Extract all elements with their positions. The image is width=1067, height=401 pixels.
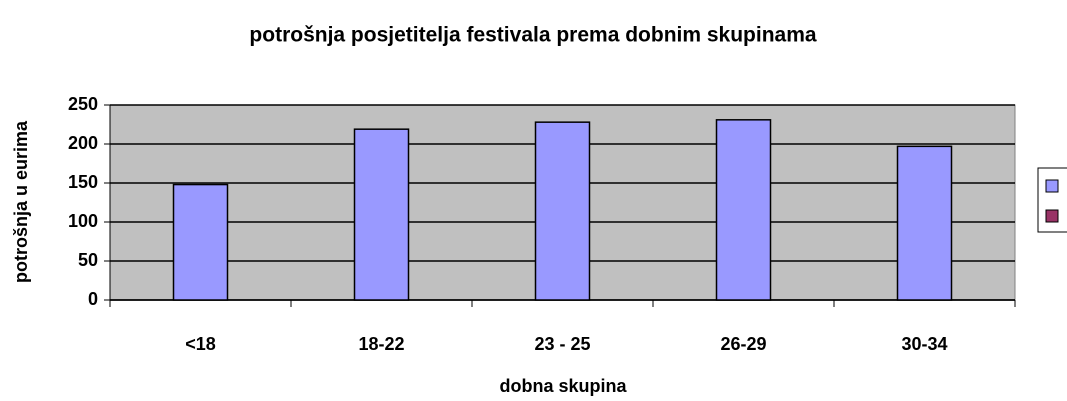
x-tick-label: 18-22: [358, 334, 404, 354]
x-tick-label: 26-29: [720, 334, 766, 354]
x-tick-label: 30-34: [901, 334, 947, 354]
y-tick-label: 100: [68, 211, 98, 231]
y-axis-label: potrošnja u eurima: [11, 120, 31, 283]
y-tick-label: 50: [78, 250, 98, 270]
y-tick-label: 200: [68, 133, 98, 153]
x-axis-label: dobna skupina: [499, 376, 627, 396]
x-tick-label: 23 - 25: [534, 334, 590, 354]
bar: [896, 145, 953, 301]
bar: [715, 119, 772, 301]
bar: [353, 128, 410, 301]
legend-swatch: [1045, 179, 1059, 193]
bar: [172, 183, 229, 301]
x-tick-label: <18: [185, 334, 216, 354]
legend-swatch: [1045, 209, 1059, 223]
bar: [534, 121, 591, 301]
y-tick-label: 150: [68, 172, 98, 192]
y-tick-label: 250: [68, 94, 98, 114]
y-tick-label: 0: [88, 289, 98, 309]
chart-title: potrošnja posjetitelja festivala prema d…: [249, 24, 816, 47]
